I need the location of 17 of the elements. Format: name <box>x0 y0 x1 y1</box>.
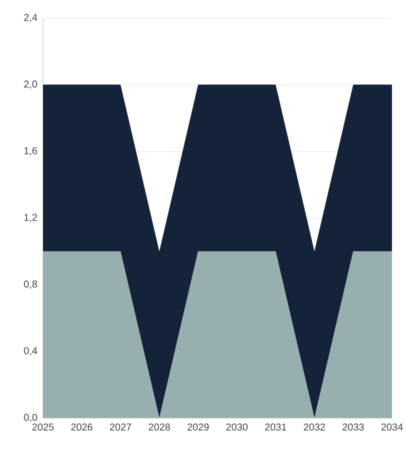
x-tick-label: 2033 <box>342 424 364 431</box>
x-tick-label: 2032 <box>304 424 325 431</box>
y-tick-label: 0,4 <box>24 347 38 356</box>
x-tick-label: 2025 <box>32 424 54 431</box>
y-tick-label: 0,0 <box>24 414 37 422</box>
x-tick-label: 2031 <box>264 424 286 431</box>
y-tick-label: 2,4 <box>24 14 38 22</box>
y-tick-label: 1,2 <box>24 214 37 222</box>
y-tick-label: 1,6 <box>24 147 37 156</box>
x-tick-label: 2027 <box>110 424 131 431</box>
x-tick-label: 2034 <box>381 424 403 431</box>
x-tick-label: 2029 <box>187 424 209 431</box>
y-tick-label: 0,8 <box>24 280 37 289</box>
x-tick-label: 2026 <box>71 424 92 431</box>
x-tick-label: 2028 <box>148 424 170 431</box>
x-tick-label: 2030 <box>226 424 248 431</box>
y-tick-label: 2,0 <box>24 80 37 89</box>
